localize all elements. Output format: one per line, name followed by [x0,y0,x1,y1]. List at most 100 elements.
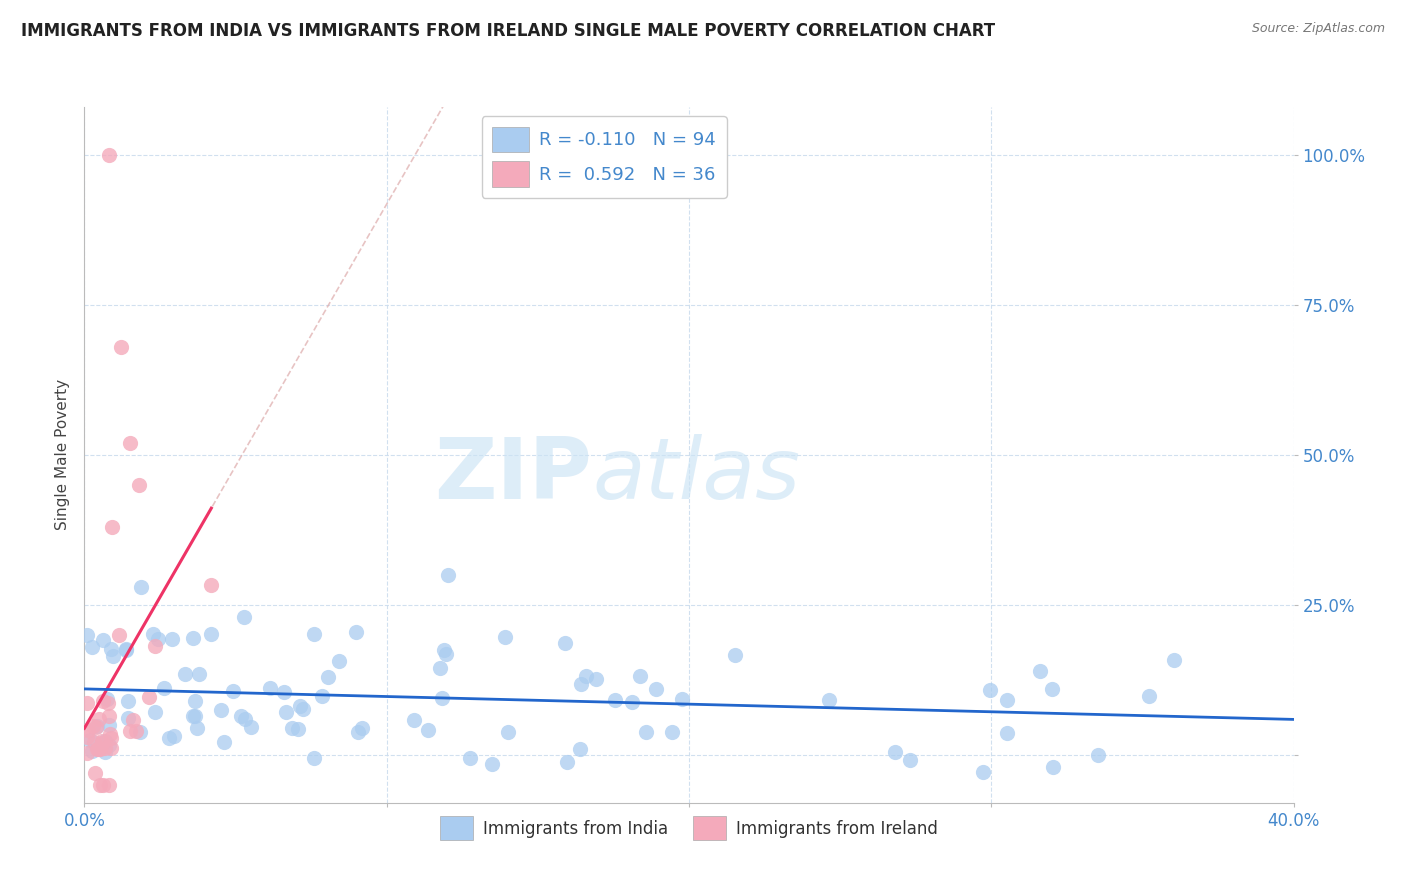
Point [86,719,108,733]
Point [347,724,370,739]
Point [100,727,122,741]
Point [97,148,120,162]
Point [100,731,122,746]
Point [181,631,204,645]
Point [432,691,454,706]
Point [235,712,257,726]
Point [184,709,207,723]
Point [661,724,683,739]
Point [91,633,114,648]
Point [1042,760,1064,774]
Point [128,478,150,492]
Point [350,721,373,735]
Point [143,639,166,653]
Point [437,567,460,582]
Point [302,751,325,765]
Point [554,636,576,650]
Point [496,725,519,739]
Point [818,693,841,707]
Point [186,721,208,735]
Y-axis label: Single Male Poverty: Single Male Poverty [55,379,70,531]
Point [117,711,139,725]
Point [76,696,98,710]
Point [159,731,181,745]
Point [94,734,117,748]
Point [972,764,994,779]
Point [118,436,141,450]
Point [143,705,166,719]
Text: IMMIGRANTS FROM INDIA VS IMMIGRANTS FROM IRELAND SINGLE MALE POVERTY CORRELATION: IMMIGRANTS FROM INDIA VS IMMIGRANTS FROM… [21,22,995,40]
Point [110,340,132,354]
Text: Source: ZipAtlas.com: Source: ZipAtlas.com [1251,22,1385,36]
Point [724,648,747,663]
Text: ZIP: ZIP [434,434,592,517]
Point [97,718,120,732]
Point [128,724,150,739]
Point [91,778,114,792]
Point [997,725,1019,739]
Point [117,694,139,708]
Point [86,741,108,756]
Point [231,709,253,723]
Point [82,640,104,654]
Point [79,733,101,747]
Point [311,689,333,703]
Point [187,667,209,681]
Point [1087,748,1109,763]
Point [259,681,281,696]
Point [96,692,118,706]
Point [160,632,183,646]
Point [100,520,122,534]
Point [146,632,169,646]
Point [122,713,145,727]
Point [89,741,111,756]
Point [316,670,339,684]
Point [884,745,907,759]
Point [603,693,626,707]
Point [80,744,103,758]
Point [181,708,204,723]
Point [232,610,254,624]
Point [200,578,222,592]
Point [628,669,651,683]
Point [304,626,326,640]
Point [291,702,314,716]
Point [108,628,131,642]
Point [328,654,350,668]
Point [1040,682,1063,697]
Point [97,696,120,710]
Point [416,723,439,738]
Point [120,723,142,738]
Point [212,735,235,749]
Point [152,681,174,696]
Point [94,741,117,756]
Point [82,719,104,733]
Point [287,722,309,736]
Point [458,750,481,764]
Point [184,694,207,708]
Point [1163,653,1185,667]
Point [211,703,233,717]
Point [555,755,578,769]
Point [1137,689,1160,703]
Point [274,705,297,719]
Point [90,736,112,750]
Point [98,708,121,723]
Point [979,683,1001,698]
Point [344,624,367,639]
Point [142,627,165,641]
Point [200,626,222,640]
Point [103,648,125,663]
Point [94,745,117,759]
Point [898,753,921,767]
Point [77,723,100,738]
Point [569,676,592,690]
Point [86,741,108,756]
Point [636,725,658,739]
Point [138,690,160,704]
Point [76,628,98,642]
Point [115,642,138,657]
Point [91,694,114,708]
Point [100,642,122,657]
Point [1029,664,1052,678]
